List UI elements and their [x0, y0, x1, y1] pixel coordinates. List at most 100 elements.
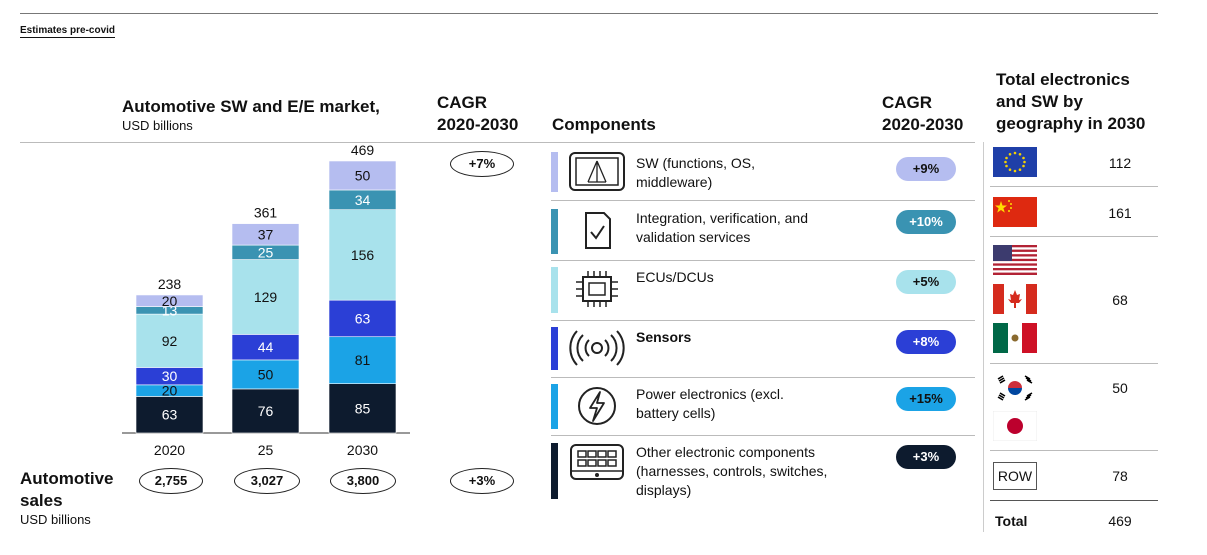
market-bar-chart: 6320309213202382020765044129253736125858… — [122, 145, 410, 458]
component-label-integration: Integration, verification, and validatio… — [636, 210, 808, 245]
bar-segment-label: 20 — [162, 383, 178, 399]
bar-segment-label: 25 — [258, 244, 274, 260]
bar-segment — [328, 160, 397, 191]
bar-total-label: 361 — [254, 205, 278, 221]
top-rule — [20, 13, 1158, 14]
bar-segment-label: 85 — [355, 400, 371, 416]
component-label-power: Power electronics (excl. battery cells) — [636, 386, 784, 421]
header-rule — [20, 142, 975, 143]
sales-label: Automotive sales — [20, 468, 114, 512]
bar-segment-label: 20 — [162, 293, 178, 309]
component-divider — [551, 260, 975, 261]
bar-segment-label: 34 — [355, 192, 371, 208]
cagr-header-right: CAGR 2020-2030 — [882, 92, 963, 136]
component-color-bar — [551, 267, 558, 313]
components-header: Components — [552, 115, 656, 134]
document-check-icon — [585, 212, 611, 249]
bar-segment-label: 63 — [355, 310, 371, 326]
geo-divider-rule — [990, 500, 1158, 501]
geo-value-north-america: 68 — [1112, 292, 1128, 308]
geo-value-china: 161 — [1108, 205, 1132, 221]
sales-label-line2: sales — [20, 491, 63, 510]
bar-segment — [135, 294, 204, 307]
software-icon — [569, 152, 625, 191]
geo-total-label: Total — [995, 513, 1028, 529]
geo-value-total: 469 — [1108, 513, 1132, 529]
cagr-header-right-line1: CAGR — [882, 93, 933, 112]
geo-divider-rule — [990, 236, 1158, 237]
x-tick-label: 2030 — [347, 442, 378, 458]
note-label: Estimates pre-covid — [20, 25, 116, 38]
component-color-bar — [551, 209, 558, 254]
component-cagr-power: +15% — [896, 387, 956, 411]
bar-segment — [135, 396, 204, 434]
bar-segment-label: 44 — [258, 339, 274, 355]
bar-segment-label: 50 — [258, 366, 274, 382]
chip-icon — [576, 271, 618, 307]
geo-header: Total electronics and SW by geography in… — [996, 69, 1145, 135]
component-divider — [551, 200, 975, 201]
bar-segment-label: 92 — [162, 333, 178, 349]
geo-divider-rule — [990, 363, 1158, 364]
market-unit: USD billions — [122, 118, 193, 133]
geo-header-line1: Total electronics — [996, 70, 1130, 89]
bar-segment-label: 81 — [355, 352, 371, 368]
component-cagr-sw: +9% — [896, 157, 956, 181]
geo-header-line2: and SW by — [996, 92, 1083, 111]
cagr-header-line2: 2020-2030 — [437, 115, 519, 134]
component-color-bar — [551, 384, 558, 429]
row-label-box: ROW — [993, 462, 1037, 490]
bar-segment — [135, 313, 204, 368]
component-divider — [551, 435, 975, 436]
bar-segment-label: 63 — [162, 407, 178, 423]
bar-segment-label: 156 — [351, 247, 375, 263]
sales-value-2030: 3,800 — [330, 468, 396, 494]
geo-value-eu: 112 — [1108, 155, 1132, 171]
cagr-header-line1: CAGR — [437, 93, 488, 112]
geo-value-row: 78 — [1112, 468, 1128, 484]
bar-segment — [231, 388, 300, 434]
bar-segment — [328, 336, 397, 385]
bar-total-label: 469 — [351, 145, 375, 158]
component-label-other: Other electronic components (harnesses, … — [636, 444, 828, 498]
japan-flag-icon — [993, 411, 1037, 441]
mexico-flag-icon — [993, 323, 1037, 353]
component-cagr-other: +3% — [896, 445, 956, 469]
component-cagr-integration: +10% — [896, 210, 956, 234]
bar-segment — [231, 359, 300, 390]
south-korea-flag-icon — [993, 373, 1037, 403]
bar-segment-label: 30 — [162, 368, 178, 384]
bar-segment — [328, 383, 397, 434]
component-label-sw: SW (functions, OS, middleware) — [636, 155, 756, 190]
component-divider — [551, 377, 975, 378]
bar-segment-label: 50 — [355, 167, 371, 183]
cagr-header-right-line2: 2020-2030 — [882, 115, 964, 134]
bar-segment — [328, 209, 397, 301]
x-tick-label: 25 — [258, 442, 274, 458]
geo-value-asia: 50 — [1112, 380, 1128, 396]
sales-unit: USD billions — [20, 512, 91, 527]
market-cagr-pill: +7% — [450, 151, 514, 177]
geo-divider-rule — [990, 450, 1158, 451]
sales-label-line1: Automotive — [20, 469, 114, 488]
china-flag-icon — [993, 197, 1037, 227]
bar-segment — [231, 223, 300, 246]
sales-value-25: 3,027 — [234, 468, 300, 494]
component-cagr-ecu: +5% — [896, 270, 956, 294]
geo-header-line3: geography in 2030 — [996, 114, 1146, 133]
bar-segment-label: 76 — [258, 403, 274, 419]
cagr-header-left: CAGR 2020-2030 — [437, 92, 518, 136]
bar-total-label: 238 — [158, 276, 182, 292]
power-icon — [578, 387, 616, 425]
component-color-bar — [551, 443, 558, 499]
usa-flag-icon — [993, 245, 1037, 275]
eu-flag-icon — [993, 147, 1037, 177]
component-label-ecu: ECUs/DCUs — [636, 269, 714, 285]
component-label-sensors: Sensors — [636, 329, 692, 345]
sensor-icon — [569, 330, 625, 366]
component-color-bar — [551, 152, 558, 192]
bar-segment — [328, 299, 397, 338]
x-tick-label: 2020 — [154, 442, 185, 458]
canada-flag-icon — [993, 284, 1037, 314]
sales-cagr-pill: +3% — [450, 468, 514, 494]
